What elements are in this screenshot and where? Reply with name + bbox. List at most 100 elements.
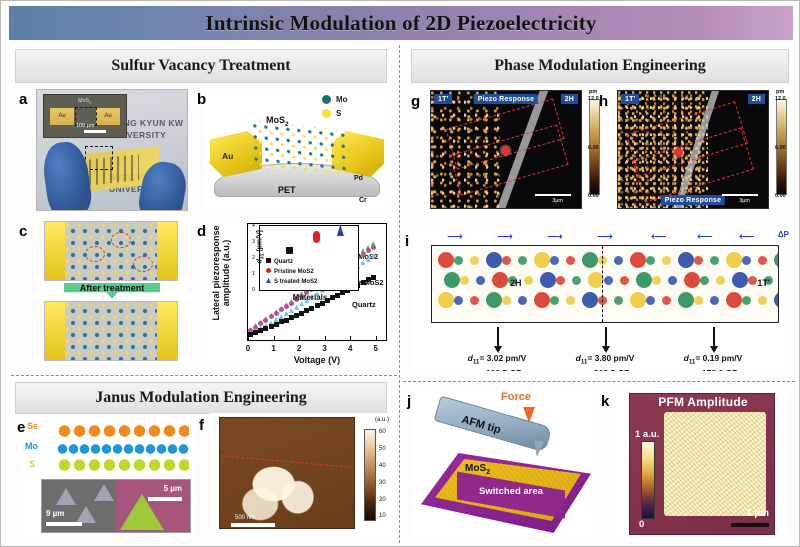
charge-density-lobe — [444, 272, 460, 288]
data-point — [268, 323, 274, 329]
x-tick-mark — [324, 336, 326, 340]
switched-area-label: Switched area — [479, 486, 543, 497]
charge-density-lobe — [742, 295, 751, 305]
sulfur-vacancy-marker — [85, 246, 105, 262]
data-point — [309, 305, 315, 311]
x-tick-label: 5 — [373, 344, 378, 353]
panel-h-colorbar-max: 12.0 — [775, 96, 786, 102]
inset-mos2-label: MoS2 — [78, 98, 92, 106]
legend-dot-mo — [322, 95, 331, 104]
data-point — [360, 260, 366, 266]
data-point — [278, 307, 284, 313]
data-point — [360, 248, 366, 254]
scalebar-label-left: 9 µm — [46, 509, 65, 518]
data-point — [294, 312, 300, 318]
mos2-lattice-mesh — [249, 119, 347, 179]
charge-density-lobe — [566, 295, 575, 305]
charge-density-lobe — [556, 275, 565, 285]
charge-density-lobe — [668, 275, 677, 285]
inset-legend-item: Pristine MoS2 — [266, 268, 314, 275]
charge-density-lobe — [614, 295, 623, 305]
schematic-pet-label: PET — [278, 185, 296, 195]
legend-dot-s — [322, 109, 331, 118]
charge-density-lobe — [502, 295, 511, 305]
panel-h-colorbar-mid: 6.00 — [775, 145, 786, 151]
charge-density-lobe — [694, 255, 703, 265]
atom-label-s: S — [29, 459, 36, 469]
panel-h-colorbar — [776, 99, 787, 195]
x-tick-mark — [299, 336, 301, 340]
charge-density-lobe — [508, 275, 517, 285]
horizontal-divider-right — [403, 381, 795, 382]
lattice-mesh-bottom — [65, 302, 157, 360]
tag-piezo-response: Piezo Response — [473, 94, 539, 104]
inset-y-tick-label: 0 — [252, 287, 256, 293]
panel-e-janus-structure: Se Mo S 9 µm 5 µm — [23, 415, 197, 537]
value-c11-col3: c11= 178.0 GPa — [647, 368, 779, 371]
phase-label-1t: 1T' — [757, 278, 770, 288]
pt-label: Pt — [441, 515, 451, 526]
colorbar-tick: 60 — [379, 429, 386, 435]
values-column-1: d11= 3.02 pm/V e11= 162.5 GPa d31= 0.007… — [431, 353, 563, 371]
inset-data-point — [313, 231, 321, 244]
charge-density-lobe — [540, 272, 556, 288]
panel-label-g: g — [411, 93, 421, 110]
data-point — [268, 320, 274, 326]
value-d11-col2: d11= 3.80 pm/V — [575, 353, 635, 366]
data-point — [360, 279, 366, 285]
atom-chain-se — [57, 423, 189, 439]
panel-a-optical-inset: MoS2 Au Au 100 µm — [43, 94, 127, 138]
x-tick-mark — [350, 336, 352, 340]
data-point — [248, 332, 254, 338]
charge-density-lobe — [470, 255, 479, 265]
data-point — [248, 328, 254, 334]
electrode-right-bottom — [157, 302, 177, 360]
charge-density-lobe — [710, 255, 719, 265]
inset-y-axis-label: d31 (pm/V) — [256, 229, 266, 264]
panel-h-colorbar-min: 0.00 — [775, 193, 786, 199]
photo-text-line2: UNIVERSITY — [111, 130, 167, 140]
panel-j-afm-switching-schematic: Force AFM tip Switched area MoS2 Pt — [413, 389, 599, 541]
tag-piezo-response: Piezo Response — [660, 195, 726, 205]
polarization-arrow-right: ⟶ — [497, 230, 513, 243]
section-title-janus: Janus Modulation Engineering — [95, 389, 307, 406]
data-point — [370, 244, 376, 250]
flake-triangle — [76, 506, 96, 523]
figure-title-banner: Intrinsic Modulation of 2D Piezoelectric… — [9, 6, 793, 40]
data-point — [283, 310, 289, 316]
colorbar-tick: 30 — [379, 480, 386, 486]
colorbar-tick: 10 — [379, 513, 386, 519]
charge-density-lobe — [492, 272, 508, 288]
data-point — [263, 317, 269, 323]
value-d11-col1: d11= 3.02 pm/V — [467, 353, 527, 366]
scalebar — [535, 193, 571, 196]
chart-y-axis-label: Lateral piezoresponse amplitude (a.u.) — [211, 225, 231, 321]
section-title-sulfur: Sulfur Vacancy Treatment — [111, 57, 291, 74]
panel-label-i: i — [405, 233, 410, 250]
data-point — [309, 294, 315, 300]
scalebar-right — [148, 497, 182, 501]
data-point — [370, 253, 376, 259]
data-point — [278, 319, 284, 325]
panel-label-d: d — [197, 223, 207, 240]
data-point — [258, 321, 264, 327]
charge-density-lobe — [476, 275, 485, 285]
tag-phase-2h: 2H — [560, 94, 578, 104]
tag-phase-1t: 1T' — [434, 94, 453, 104]
scalebar-label: 500 nm — [235, 515, 256, 521]
inset-y-tick-label: 2 — [252, 255, 256, 261]
inset-au-right-label: Au — [104, 113, 112, 119]
charge-density-lobe — [502, 255, 511, 265]
charge-density-lobe — [678, 292, 694, 308]
value-pointer-3 — [710, 327, 717, 353]
inset-data-point — [285, 247, 293, 255]
polarization-arrow-right: ⟶ — [597, 230, 613, 243]
legend-label-s: S — [336, 109, 342, 118]
data-point — [294, 297, 300, 303]
phase-interface-line — [601, 246, 603, 322]
afm-image — [219, 417, 355, 529]
sulfur-vacancy-marker — [133, 256, 153, 272]
tag-phase-2h: 2H — [747, 94, 765, 104]
inset-y-tick-label: 1 — [252, 271, 256, 277]
